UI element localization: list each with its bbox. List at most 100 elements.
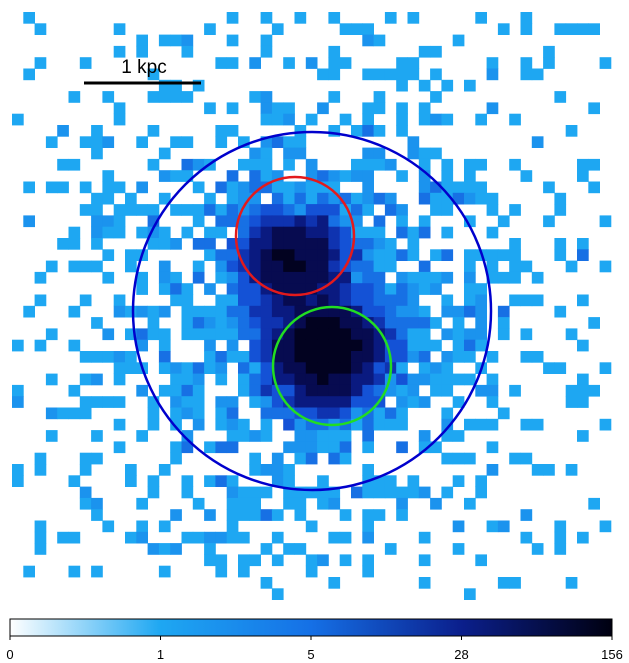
count-pixel <box>362 464 374 476</box>
count-pixel <box>328 12 341 24</box>
count-pixel <box>384 328 397 341</box>
count-pixel <box>328 170 341 182</box>
count-pixel <box>170 204 182 216</box>
count-pixel <box>91 373 103 386</box>
count-pixel <box>577 294 589 307</box>
count-pixel <box>181 441 194 454</box>
count-pixel <box>373 147 386 160</box>
count-pixel <box>362 396 374 408</box>
count-pixel <box>464 418 476 431</box>
count-pixel <box>305 452 318 465</box>
colorbar-tick-label: 156 <box>601 647 623 662</box>
count-pixel <box>305 565 318 578</box>
count-pixel <box>249 181 261 194</box>
count-pixel <box>260 204 273 216</box>
count-pixel <box>294 351 307 363</box>
count-pixel <box>305 181 318 194</box>
count-pixel <box>509 271 521 284</box>
count-pixel <box>362 170 374 182</box>
count-pixel <box>430 204 442 216</box>
count-pixel <box>328 486 341 499</box>
count-pixel <box>260 147 273 160</box>
count-pixel <box>362 192 374 205</box>
count-pixel <box>12 464 24 476</box>
count-pixel <box>226 102 239 115</box>
count-pixel <box>305 249 318 261</box>
count-pixel <box>294 430 307 442</box>
count-pixel <box>181 204 194 216</box>
count-pixel <box>351 486 363 499</box>
count-pixel <box>271 588 284 600</box>
count-pixel <box>497 271 510 284</box>
count-pixel <box>588 23 600 35</box>
count-pixel <box>271 317 284 329</box>
count-pixel <box>147 418 160 431</box>
count-pixel <box>158 34 171 47</box>
count-pixel <box>260 384 273 397</box>
count-pixel <box>226 339 239 352</box>
count-pixel <box>283 215 295 228</box>
count-pixel <box>362 249 374 261</box>
count-pixel <box>294 328 307 341</box>
count-pixel <box>260 102 273 115</box>
count-pixel <box>181 384 194 397</box>
count-pixel <box>147 328 160 341</box>
count-pixel <box>430 113 442 126</box>
count-pixel <box>136 271 148 284</box>
count-pixel <box>441 271 454 284</box>
count-pixel <box>362 204 374 216</box>
count-pixel <box>464 339 476 352</box>
count-pixel <box>475 384 487 397</box>
count-pixel <box>418 351 431 363</box>
count-pixel <box>452 339 465 352</box>
count-pixel <box>79 396 92 408</box>
count-pixel <box>441 181 454 194</box>
count-pixel <box>520 294 533 307</box>
count-pixel <box>271 509 284 521</box>
count-pixel <box>441 486 454 499</box>
count-pixel <box>102 91 115 103</box>
count-pixel <box>294 384 307 397</box>
count-pixel <box>509 452 521 465</box>
count-pixel <box>475 418 487 431</box>
count-pixel <box>283 328 295 341</box>
count-pixel <box>418 271 431 284</box>
count-pixel <box>317 384 329 397</box>
count-pixel <box>215 57 228 69</box>
count-pixel <box>260 577 273 589</box>
count-pixel <box>407 226 420 239</box>
count-pixel <box>351 192 363 205</box>
count-pixel <box>34 294 47 307</box>
count-pixel <box>181 430 194 442</box>
count-pixel <box>373 294 386 307</box>
count-pixel <box>68 158 81 171</box>
count-pixel <box>317 249 329 261</box>
count-pixel <box>373 384 386 397</box>
count-pixel <box>249 204 261 216</box>
count-pixel <box>125 192 137 205</box>
count-pixel <box>215 362 228 374</box>
count-pixel <box>102 328 115 341</box>
count-pixel <box>351 215 363 228</box>
count-pixel <box>362 351 374 363</box>
count-pixel <box>577 170 589 182</box>
count-pixel <box>192 79 205 92</box>
count-pixel <box>520 351 533 363</box>
count-pixel <box>238 226 250 239</box>
count-pixel <box>215 215 228 228</box>
count-pixel <box>509 113 521 126</box>
count-pixel <box>328 68 341 81</box>
count-pixel <box>170 509 182 521</box>
count-pixel <box>362 147 374 160</box>
count-pixel <box>283 396 295 408</box>
count-pixel <box>226 170 239 182</box>
count-pixel <box>339 283 352 295</box>
count-pixel <box>170 362 182 374</box>
count-pixel <box>238 294 250 307</box>
count-pixel <box>147 396 160 408</box>
count-pixel <box>339 407 352 420</box>
count-pixel <box>554 238 567 250</box>
count-pixel <box>464 283 476 295</box>
count-pixel <box>226 509 239 521</box>
count-pixel <box>464 497 476 510</box>
